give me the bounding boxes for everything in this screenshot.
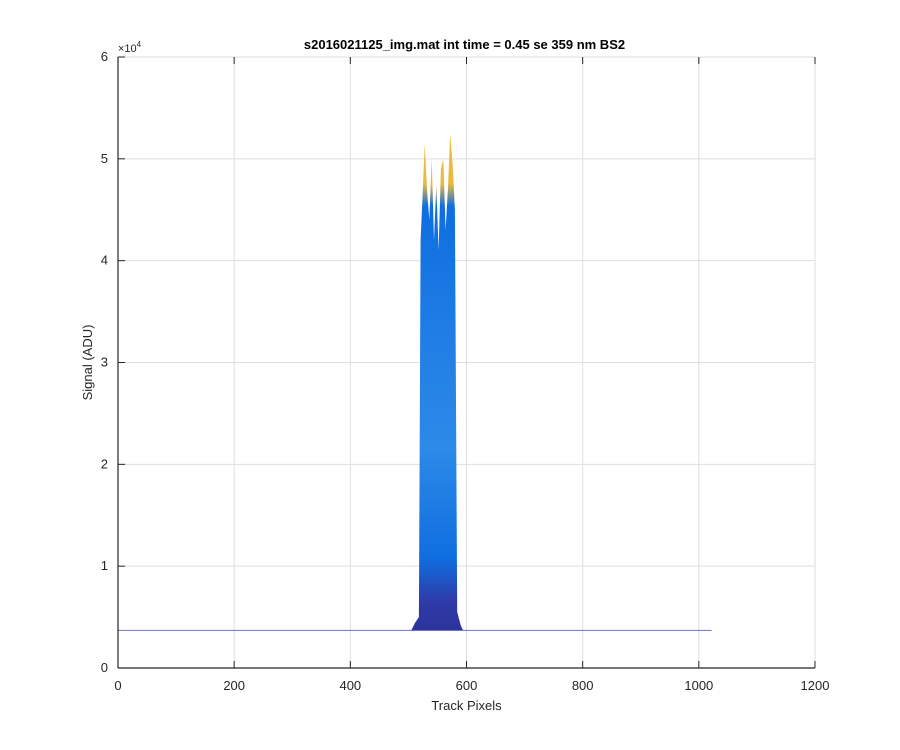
x-tick-label: 600	[456, 678, 478, 693]
y-tick-label: 6	[101, 49, 108, 64]
x-tick-label: 1000	[684, 678, 713, 693]
y-tick-label: 0	[101, 660, 108, 675]
grid-lines	[117, 56, 816, 669]
x-tick-label: 200	[223, 678, 245, 693]
x-tick-label: 400	[339, 678, 361, 693]
x-tick-label: 0	[114, 678, 121, 693]
data-point	[450, 133, 451, 134]
signal-peak-area	[411, 133, 463, 631]
data-point	[424, 143, 425, 144]
y-exponent-base: ×10	[118, 43, 137, 55]
y-exponent-power: 4	[137, 40, 142, 49]
chart-title: s2016021125_img.mat int time = 0.45 se 3…	[304, 37, 625, 52]
x-tick-label: 1200	[801, 678, 830, 693]
tick-labels: 0 200 400 600 800 1000 1200 0 1 2 3 4 5 6	[101, 49, 830, 693]
y-tick-label: 3	[101, 355, 108, 370]
y-tick-label: 1	[101, 558, 108, 573]
y-exponent-label: ×104	[118, 40, 142, 55]
y-tick-label: 5	[101, 151, 108, 166]
data-layer	[118, 133, 712, 631]
x-tick-label: 800	[572, 678, 594, 693]
y-tick-label: 4	[101, 253, 108, 268]
x-axis-label: Track Pixels	[431, 698, 502, 713]
y-axis-label: Signal (ADU)	[80, 325, 95, 401]
axes	[117, 56, 816, 669]
y-tick-label: 2	[101, 456, 108, 471]
